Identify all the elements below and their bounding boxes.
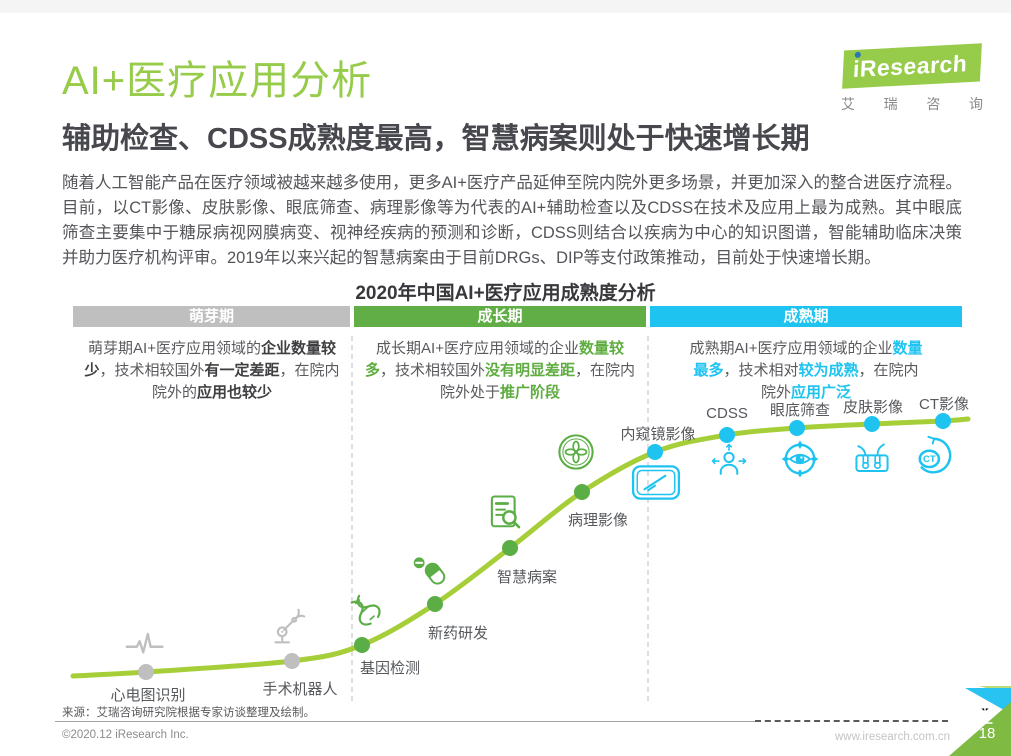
- phase-desc-highlight: 推广阶段: [500, 384, 561, 401]
- phase-desc-growth: 成长期AI+医疗应用领域的企业数量较多，技术相较国外没有明显差距，在院内院外处于…: [364, 338, 636, 404]
- curve-point-label: 眼底筛查: [769, 402, 831, 419]
- phase-desc-highlight: 数量较多: [364, 340, 624, 379]
- phase-desc-text: ，在院内院外处于: [439, 362, 636, 401]
- curve-point-dot: [138, 664, 154, 680]
- phase-desc-text: 成长期AI+医疗应用领域的企业: [376, 340, 579, 357]
- ct-icon: [918, 435, 952, 474]
- robot-icon: [274, 608, 306, 644]
- phase-desc-text: 萌芽期AI+医疗应用领域的: [88, 340, 261, 357]
- pills-icon: [412, 556, 449, 588]
- phase-bar-mature: 成熟期: [650, 306, 962, 327]
- phase-bar-growth-label: 成长期: [477, 308, 523, 325]
- phase-desc-budding: 萌芽期AI+医疗应用领域的企业数量较少，技术相较国外有一定差距，在院内院外的应用…: [82, 338, 342, 404]
- logo-cn-char: 询: [968, 96, 983, 112]
- curve-point-dot: [647, 444, 663, 460]
- iresearch-logo-cn: 艾瑞咨询: [841, 94, 983, 114]
- phase-desc-text: ，技术相较国外: [379, 362, 485, 379]
- curve-point-label: 智慧病案: [496, 569, 558, 586]
- curve-point-dot: [354, 637, 370, 653]
- phase-desc-highlight: 较为成熟: [798, 362, 859, 379]
- phase-desc-highlight: 数量最多: [693, 340, 923, 379]
- footer-divider: [55, 721, 755, 722]
- phase-bar-growth: 成长期: [354, 306, 646, 327]
- copyright-text: ©2020.12 iResearch Inc.: [62, 729, 189, 741]
- curve-point-label: 手术机器人: [262, 681, 338, 698]
- phase-desc-highlight: 应用广泛: [791, 384, 852, 401]
- curve-point-dot: [864, 416, 880, 432]
- page-subtitle: 辅助检查、CDSS成熟度最高，智慧病案则处于快速增长期: [62, 123, 810, 155]
- phase-desc-highlight: 有一定差距: [204, 362, 280, 379]
- phase-desc-text: ，在院内院外的: [151, 362, 340, 401]
- curve-point-label: 皮肤影像: [842, 399, 904, 416]
- phase-desc-highlight: 企业数量较少: [84, 340, 336, 379]
- skin-icon: [855, 443, 889, 473]
- curve-point-label: 内窥镜影像: [620, 426, 696, 443]
- monitor-icon: [631, 465, 681, 500]
- logo-cn-char: 咨: [926, 96, 941, 112]
- eye-target-icon: [780, 439, 820, 479]
- chart-title: 2020年中国AI+医疗应用成熟度分析: [355, 283, 656, 304]
- phase-desc-highlight: 没有明显差距: [485, 362, 576, 379]
- phase-bar-budding-label: 萌芽期: [188, 308, 234, 325]
- curve-point-dot: [427, 596, 443, 612]
- corner-star-icon: [977, 707, 993, 724]
- phase-desc-mature: 成熟期AI+医疗应用领域的企业数量最多，技术相对较为成熟，在院内院外应用广泛: [686, 338, 926, 404]
- maturity-curve: [70, 416, 971, 679]
- doc-search-icon: [490, 495, 521, 529]
- ecg-icon: [125, 632, 164, 654]
- curve-point-dot: [502, 540, 518, 556]
- curve-point-dot: [789, 420, 805, 436]
- curve-point-label: 心电图识别: [110, 687, 186, 704]
- curve-point-dot: [574, 484, 590, 500]
- cell-icon: [558, 434, 594, 470]
- phase-bar-mature-label: 成熟期: [783, 308, 829, 325]
- curve-point-label: CT影像: [919, 396, 969, 413]
- intro-paragraph: 随着人工智能产品在医疗领域被越来越多使用，更多AI+医疗产品延伸至院内院外更多场…: [62, 174, 962, 267]
- curve-point-label: 病理影像: [567, 512, 629, 529]
- phase-desc-text: 成熟期AI+医疗应用领域的企业: [689, 340, 893, 357]
- curve-point-dot: [719, 427, 735, 443]
- curve-point-dot: [284, 653, 300, 669]
- phase-desc-text: ，技术相对: [723, 362, 799, 379]
- top-strip: [0, 0, 1011, 13]
- curve-point-label: 基因检测: [359, 660, 421, 677]
- page-number: 18: [979, 725, 996, 742]
- logo-cn-char: 艾: [841, 96, 855, 112]
- person-arrows-icon: [711, 443, 747, 475]
- phase-desc-text: ，技术相较国外: [99, 362, 205, 379]
- phase-bar-budding: 萌芽期: [73, 306, 350, 327]
- website-url: www.iresearch.com.cn: [834, 731, 950, 743]
- page-corner-decoration: 18: [949, 686, 1011, 756]
- source-note: 来源：艾瑞咨询研究院根据专家访谈整理及绘制。: [62, 707, 315, 719]
- curve-point-label: CDSS: [706, 405, 748, 422]
- footer-divider-dashed: [755, 720, 948, 722]
- curve-point-dot: [935, 413, 951, 429]
- phase-desc-highlight: 应用也较少: [197, 384, 273, 401]
- page-title: AI+医疗应用分析: [62, 59, 373, 103]
- logo-cn-char: 瑞: [883, 96, 898, 112]
- curve-point-label: 新药研发: [427, 625, 489, 642]
- phase-desc-text: ，在院内院外: [760, 362, 919, 401]
